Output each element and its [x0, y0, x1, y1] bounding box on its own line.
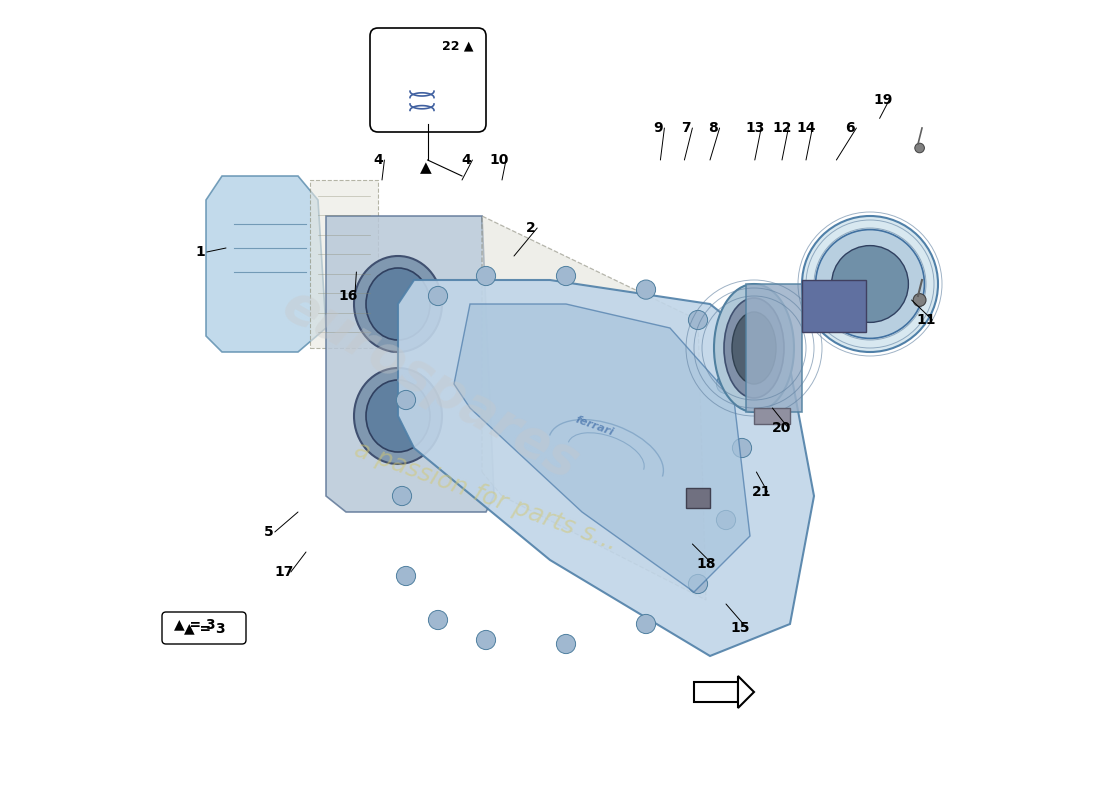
- Text: 7: 7: [681, 121, 691, 135]
- Ellipse shape: [724, 298, 784, 398]
- Circle shape: [476, 630, 496, 650]
- FancyBboxPatch shape: [162, 612, 246, 644]
- Text: ▲ = 3: ▲ = 3: [184, 621, 226, 635]
- Polygon shape: [738, 676, 754, 708]
- Polygon shape: [398, 280, 814, 656]
- Circle shape: [716, 510, 736, 530]
- Circle shape: [832, 246, 909, 322]
- Text: ferrari: ferrari: [573, 415, 615, 438]
- Polygon shape: [326, 216, 494, 512]
- Text: ▲: ▲: [420, 161, 432, 175]
- Text: ▲ = 3: ▲ = 3: [174, 617, 216, 631]
- Ellipse shape: [354, 368, 442, 464]
- Circle shape: [428, 286, 448, 306]
- Circle shape: [689, 574, 707, 594]
- Ellipse shape: [354, 256, 442, 352]
- Circle shape: [396, 566, 416, 586]
- Text: 21: 21: [751, 485, 771, 499]
- Text: 18: 18: [696, 557, 716, 571]
- Circle shape: [915, 143, 924, 153]
- Circle shape: [802, 216, 938, 352]
- Polygon shape: [206, 176, 326, 352]
- Text: 6: 6: [845, 121, 855, 135]
- Ellipse shape: [366, 268, 430, 340]
- Text: 4: 4: [461, 153, 471, 167]
- Ellipse shape: [714, 284, 794, 412]
- Circle shape: [396, 390, 416, 410]
- Text: 2: 2: [526, 221, 536, 235]
- Circle shape: [733, 438, 751, 458]
- Text: 11: 11: [916, 313, 936, 327]
- Circle shape: [428, 610, 448, 630]
- Text: 13: 13: [745, 121, 764, 135]
- Polygon shape: [802, 280, 866, 332]
- Polygon shape: [746, 284, 802, 412]
- Circle shape: [689, 310, 707, 330]
- Text: eurospares: eurospares: [273, 278, 587, 490]
- Circle shape: [815, 230, 924, 338]
- FancyBboxPatch shape: [370, 28, 486, 132]
- Text: 10: 10: [490, 153, 509, 167]
- Circle shape: [637, 614, 656, 634]
- Text: 15: 15: [730, 621, 750, 635]
- Text: 4: 4: [373, 153, 383, 167]
- Ellipse shape: [366, 380, 430, 452]
- Text: 17: 17: [275, 565, 294, 579]
- Text: 8: 8: [708, 121, 718, 135]
- Circle shape: [557, 266, 575, 286]
- Circle shape: [393, 486, 411, 506]
- Text: 1: 1: [196, 245, 206, 259]
- Circle shape: [913, 294, 926, 306]
- Text: 14: 14: [796, 121, 816, 135]
- Text: 19: 19: [873, 93, 892, 107]
- Circle shape: [716, 374, 736, 394]
- Text: 22 ▲: 22 ▲: [442, 39, 474, 53]
- Text: 12: 12: [772, 121, 792, 135]
- Polygon shape: [694, 682, 738, 702]
- Text: 9: 9: [653, 121, 663, 135]
- Polygon shape: [454, 304, 750, 592]
- Bar: [686, 488, 710, 508]
- Polygon shape: [482, 216, 706, 600]
- Text: 20: 20: [772, 421, 792, 435]
- Circle shape: [557, 634, 575, 654]
- Circle shape: [637, 280, 656, 299]
- Ellipse shape: [732, 312, 775, 384]
- Polygon shape: [310, 180, 378, 348]
- Circle shape: [476, 266, 496, 286]
- Text: 5: 5: [264, 525, 273, 539]
- Text: 16: 16: [339, 289, 359, 303]
- Text: a passion for parts s...: a passion for parts s...: [351, 437, 620, 555]
- Polygon shape: [754, 408, 790, 424]
